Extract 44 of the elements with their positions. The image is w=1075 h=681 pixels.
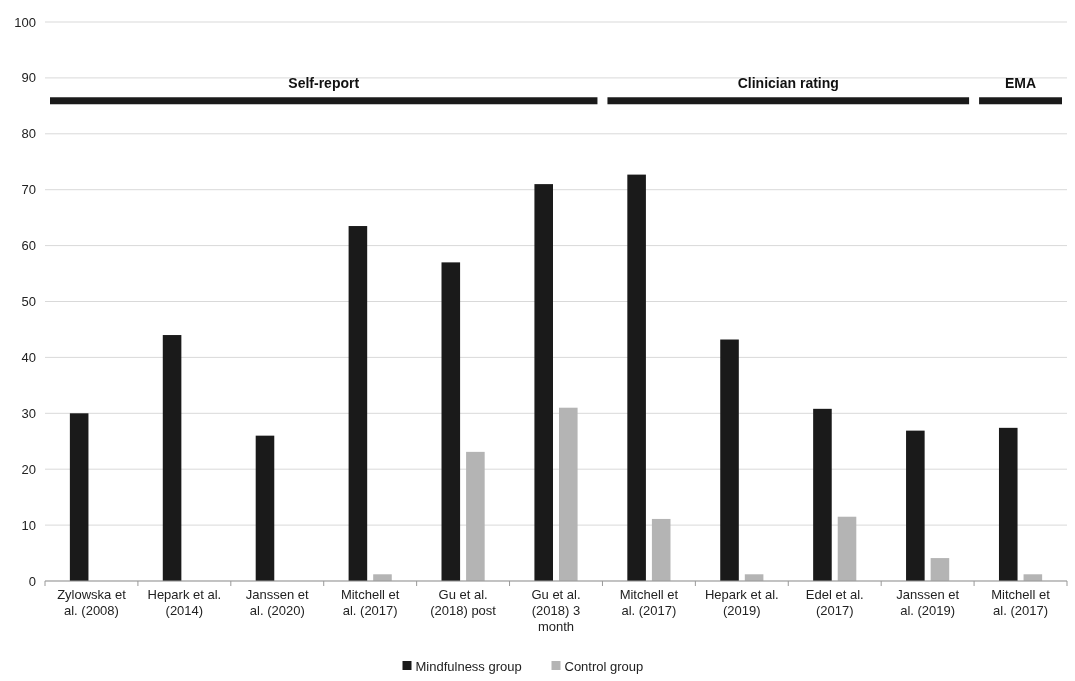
x-tick-label: Janssen et al. (2020): [245, 587, 310, 618]
bar: [69, 413, 89, 581]
x-tick-label: Gu et al. (2018) post: [430, 587, 497, 618]
x-tick-label: Mitchell et al. (2017): [991, 587, 1051, 618]
x-tick-label: Gu et al. (2018) 3 month: [531, 587, 581, 634]
bar: [255, 435, 275, 581]
annotation: EMA: [1004, 75, 1037, 92]
x-tick-label: Hepark et al. (2019): [704, 587, 779, 618]
x-tick-label: Hepark et al. (2014): [147, 587, 222, 618]
y-tick-label: 90: [21, 70, 36, 86]
y-tick-label: 20: [21, 461, 36, 477]
y-tick-label: 60: [21, 238, 36, 254]
annotation: Self-report: [288, 75, 360, 92]
y-tick-label: 50: [21, 294, 36, 310]
y-tick-label: 80: [21, 126, 36, 142]
bar: [162, 335, 182, 581]
x-tick-label: Mitchell et al. (2017): [619, 587, 679, 618]
legend-label: Mindfulness group: [415, 658, 522, 674]
bar: [466, 451, 485, 581]
y-tick-label: 100: [14, 14, 36, 30]
x-tick-label: Mitchell et al. (2017): [340, 587, 400, 618]
y-tick-label: 30: [21, 405, 36, 421]
legend-label: Control group: [564, 658, 644, 674]
y-tick-label: 40: [21, 349, 36, 365]
y-tick-label: 10: [21, 517, 36, 533]
bar: [534, 184, 553, 581]
bar: [627, 174, 646, 581]
bar: [906, 430, 925, 581]
y-tick-label: 70: [21, 182, 36, 198]
bar: [348, 226, 368, 581]
bar: [998, 427, 1018, 581]
bar: [651, 518, 671, 581]
x-tick-label: Zylowska et al. (2008): [57, 587, 127, 618]
x-tick-label: Janssen et al. (2019): [896, 587, 960, 618]
x-tick-label: Edel et al. (2017): [805, 587, 864, 618]
bar: [813, 408, 832, 581]
y-tick-label: 0: [28, 573, 36, 589]
bar: [441, 262, 461, 581]
bar: [930, 558, 950, 581]
bar: [720, 339, 739, 581]
annotation: Clinician rating: [737, 75, 839, 92]
bar: [837, 516, 857, 581]
bar: [559, 407, 578, 581]
bar: [373, 574, 392, 581]
